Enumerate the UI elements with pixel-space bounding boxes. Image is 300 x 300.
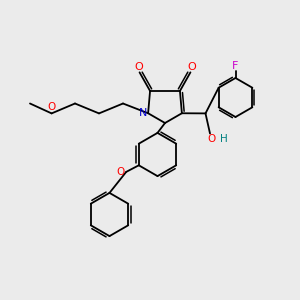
- Text: O: O: [116, 167, 124, 177]
- Text: N: N: [139, 108, 147, 118]
- Text: F: F: [232, 61, 239, 71]
- Text: O: O: [47, 102, 56, 112]
- Text: O: O: [207, 134, 216, 144]
- Text: H: H: [220, 134, 227, 145]
- Text: O: O: [188, 62, 196, 72]
- Text: O: O: [135, 62, 143, 72]
